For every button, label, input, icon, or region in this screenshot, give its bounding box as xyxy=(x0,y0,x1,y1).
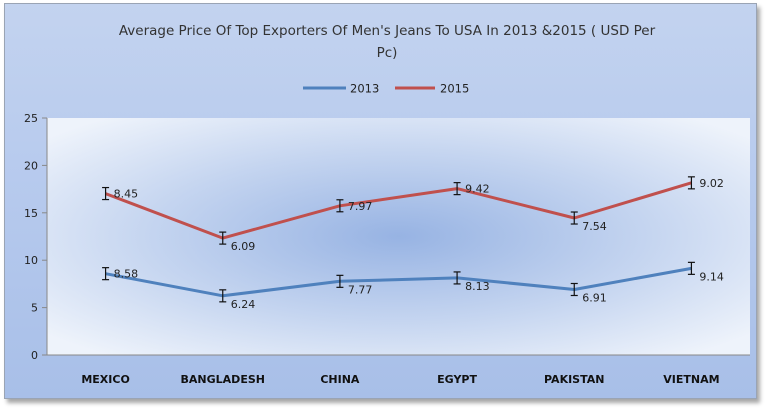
legend-label-2015: 2015 xyxy=(440,82,469,96)
y-tick-label: 0 xyxy=(31,349,38,362)
error-bar xyxy=(219,289,227,303)
x-tick-label: BANGLADESH xyxy=(181,373,265,386)
data-label: 6.09 xyxy=(231,240,256,253)
series-2013: 8.58 6.24 7.77 8.13 6.91 9.14 xyxy=(102,261,724,311)
data-label: 9.42 xyxy=(465,183,490,196)
legend: 2013 2015 xyxy=(303,82,469,96)
data-label: 7.77 xyxy=(348,283,373,296)
y-tick-label: 25 xyxy=(24,112,38,125)
series-line-2015 xyxy=(105,181,692,240)
error-bar xyxy=(336,199,344,213)
error-bar xyxy=(570,211,578,225)
x-tick-label: PAKISTAN xyxy=(544,373,604,386)
y-tick-label: 10 xyxy=(24,254,38,267)
x-tick-label: CHINA xyxy=(320,373,360,386)
data-label: 7.54 xyxy=(582,220,607,233)
error-bar xyxy=(687,176,695,190)
x-tick-label: MEXICO xyxy=(81,373,129,386)
legend-label-2013: 2013 xyxy=(350,82,379,96)
error-bar xyxy=(102,186,110,201)
error-bar xyxy=(687,261,695,275)
error-bar xyxy=(336,274,344,288)
plot-area xyxy=(47,118,750,355)
error-bar xyxy=(102,267,110,281)
x-tick-label: EGYPT xyxy=(437,373,477,386)
data-label: 6.24 xyxy=(231,298,256,311)
data-label: 8.13 xyxy=(465,280,490,293)
chart-title-line-2: Pc) xyxy=(377,45,398,61)
data-label: 8.45 xyxy=(114,188,139,201)
data-label: 9.02 xyxy=(699,177,724,190)
data-label: 7.97 xyxy=(348,200,373,213)
x-tick-label: VIETNAM xyxy=(663,373,719,386)
chart-title-line-1: Average Price Of Top Exporters Of Men's … xyxy=(119,23,656,39)
y-tick-label: 20 xyxy=(24,159,38,172)
series-2015: 8.45 6.09 7.97 9.42 7.54 9.02 xyxy=(102,176,724,253)
series-line-2013 xyxy=(105,266,692,298)
x-axis-labels: MEXICO BANGLADESH CHINA EGYPT PAKISTAN VIETNA… xyxy=(81,373,719,386)
data-label: 6.91 xyxy=(582,291,607,304)
line-chart: Average Price Of Top Exporters Of Men's … xyxy=(24,23,750,386)
y-axis-ticks: 0 5 10 15 20 25 xyxy=(24,112,47,362)
y-tick-label: 15 xyxy=(24,207,38,220)
y-tick-label: 5 xyxy=(31,302,38,315)
error-bar xyxy=(219,231,227,245)
data-label: 9.14 xyxy=(699,270,724,283)
error-bar xyxy=(570,282,578,297)
series-layer: 8.58 6.24 7.77 8.13 6.91 9.14 8.45 6.09 7.97 9.42… xyxy=(102,176,724,311)
data-label: 8.58 xyxy=(114,268,139,281)
error-bar xyxy=(453,271,461,285)
chart-frame: Average Price Of Top Exporters Of Men's … xyxy=(4,3,757,399)
error-bar xyxy=(453,182,461,196)
